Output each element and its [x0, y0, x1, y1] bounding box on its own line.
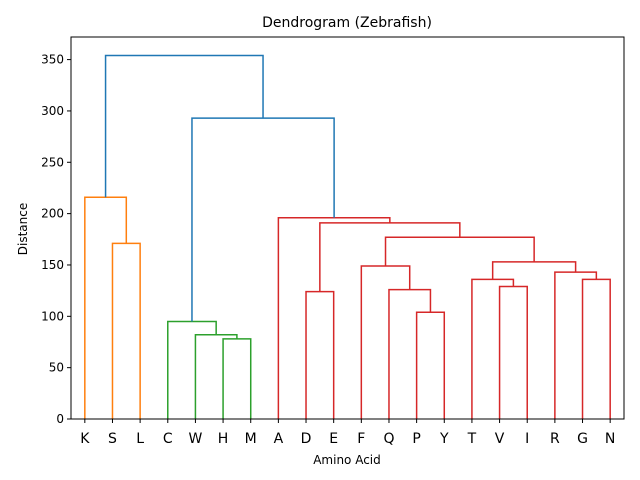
leaf-label-N: N	[605, 431, 615, 447]
plot-frame	[70, 36, 625, 420]
leaf-label-G: G	[577, 431, 588, 447]
chart-title: Dendrogram (Zebrafish)	[262, 15, 432, 31]
dendrogram-link-10	[498, 285, 528, 419]
dendrogram-link-16	[319, 222, 461, 292]
dendrogram-link-12	[581, 278, 611, 419]
leaf-label-V: V	[495, 431, 505, 447]
y-tick-label-50: 50	[49, 361, 64, 375]
y-tick-label-100: 100	[41, 309, 64, 323]
leaf-label-I: I	[525, 431, 529, 447]
dendrogram-link-8	[388, 288, 432, 419]
dendrogram-link-4	[194, 334, 238, 419]
dendrogram-link-5	[167, 320, 217, 419]
dendrogram-link-3	[222, 338, 252, 419]
leaf-label-C: C	[163, 431, 173, 447]
leaf-label-S: S	[108, 431, 117, 447]
leaf-label-T: T	[467, 431, 477, 447]
dendrogram-link-11	[471, 278, 515, 419]
dendrogram-link-18	[191, 117, 335, 322]
y-tick-label-300: 300	[41, 104, 64, 118]
leaf-label-Q: Q	[383, 431, 394, 447]
leaf-label-A: A	[274, 431, 284, 447]
leaf-label-M: M	[245, 431, 257, 447]
leaf-label-P: P	[412, 431, 420, 447]
leaf-label-L: L	[136, 431, 144, 447]
ticks-layer: 0 50 100 150 200 250 300 350 K S L C W H M A D E F Q P Y T V I R G…	[41, 53, 615, 447]
leaf-label-E: E	[329, 431, 338, 447]
y-tick-label-0: 0	[56, 412, 64, 426]
dendrogram-link-7	[415, 311, 446, 419]
dendrogram-link-9	[360, 265, 411, 419]
dendrogram-link-13	[554, 271, 598, 419]
links-layer	[84, 54, 611, 419]
leaf-label-K: K	[80, 431, 90, 447]
leaf-label-D: D	[301, 431, 312, 447]
dendrogram-link-2	[84, 196, 128, 419]
leaf-label-W: W	[189, 431, 203, 447]
dendrogram-link-6	[305, 290, 335, 419]
y-tick-label-350: 350	[41, 53, 64, 67]
dendrogram-link-1	[111, 242, 141, 419]
leaf-label-R: R	[550, 431, 560, 447]
leaf-label-H: H	[218, 431, 229, 447]
x-axis-label: Amino Acid	[313, 453, 381, 467]
leaf-label-Y: Y	[439, 431, 449, 447]
y-tick-label-150: 150	[41, 258, 64, 272]
y-tick-label-250: 250	[41, 155, 64, 169]
y-axis-label: Distance	[16, 203, 30, 255]
dendrogram-link-19	[104, 54, 264, 198]
leaf-label-F: F	[357, 431, 365, 447]
dendrogram-link-14	[491, 261, 577, 280]
y-tick-label-200: 200	[41, 207, 64, 221]
dendrogram-link-15	[384, 236, 535, 266]
